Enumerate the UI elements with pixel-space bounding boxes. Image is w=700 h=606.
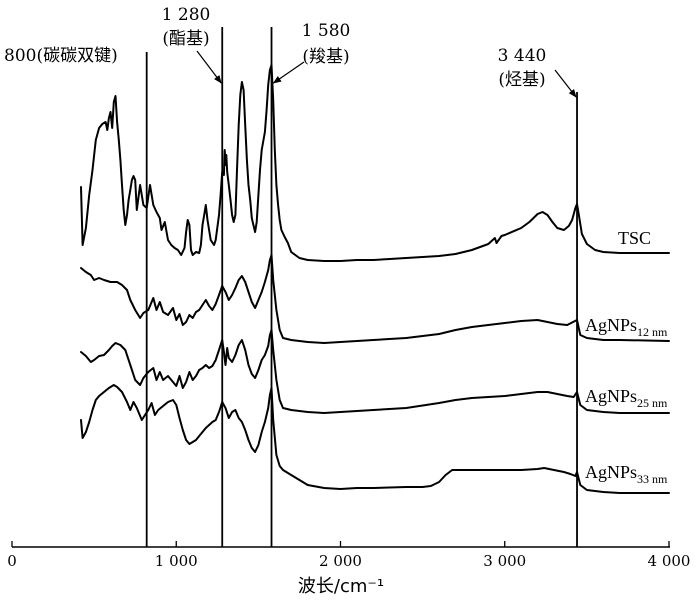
series-line-3	[80, 384, 670, 494]
series-label-sub-2: 25 nm	[637, 396, 668, 410]
series-label-1: AgNPs12 nm	[585, 315, 668, 339]
x-tick-label-3: 3 000	[483, 552, 526, 570]
series-label-3: AgNPs33 nm	[585, 462, 668, 486]
series-label-2: AgNPs25 nm	[585, 386, 668, 410]
series-label-sub-3: 33 nm	[637, 472, 668, 486]
peak-annotations: 800(碳碳双键) 1 280 (酯基) 1 580 (羧基) 3 440 (烃基)	[4, 5, 577, 98]
annotation-1280-line-1: (酯基)	[162, 29, 209, 49]
series-label-sub-1: 12 nm	[637, 325, 668, 339]
x-axis-label: 波长/cm⁻¹	[298, 576, 384, 597]
x-tick-label-4: 4 000	[648, 552, 691, 570]
annotation-1580-line-0: 1 580	[302, 21, 351, 41]
annotation-3440-line-1: (烃基)	[498, 70, 545, 90]
series-label-main-1: AgNPs	[585, 315, 637, 335]
series-label-main-3: AgNPs	[585, 462, 637, 482]
series-line-2	[80, 329, 670, 414]
x-tick-label-0: 0	[7, 552, 17, 570]
series-label-main-2: AgNPs	[585, 386, 637, 406]
annotation-arrow-3440	[554, 69, 577, 98]
x-tick-label-1: 1 000	[155, 552, 198, 570]
annotation-3440-line-0: 3 440	[498, 46, 547, 66]
spectra-series	[80, 64, 670, 494]
annotation-1280-line-0: 1 280	[162, 5, 211, 25]
series-label-0: TSC	[618, 228, 651, 248]
annotation-arrow-1580	[272, 61, 305, 84]
x-axis: 0 1 000 2 000 3 000 4 000	[7, 541, 690, 570]
annotation-820-line-0: 800(碳碳双键)	[4, 46, 118, 66]
annotation-1580-line-1: (羧基)	[302, 47, 349, 67]
series-line-0	[80, 64, 670, 262]
series-line-1	[80, 254, 670, 344]
series-label-main-0: TSC	[618, 228, 651, 248]
annotation-arrow-1280	[196, 50, 222, 84]
x-tick-label-2: 2 000	[319, 552, 362, 570]
